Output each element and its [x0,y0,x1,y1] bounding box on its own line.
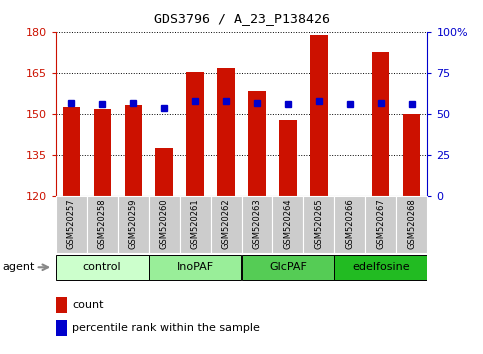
Bar [56,320,67,336]
Text: GSM520264: GSM520264 [284,198,293,249]
Bar [86,196,117,253]
Bar [56,255,149,280]
Text: agent: agent [2,262,35,272]
Bar [62,107,80,196]
Bar [125,104,142,196]
Text: GSM520268: GSM520268 [408,198,416,249]
Text: GSM520260: GSM520260 [159,198,169,249]
Bar [403,114,421,196]
Text: control: control [83,262,121,272]
Bar [248,91,266,196]
Text: count: count [72,300,104,310]
Text: GDS3796 / A_23_P138426: GDS3796 / A_23_P138426 [154,12,329,25]
Text: GSM520259: GSM520259 [128,198,138,249]
Text: GSM520266: GSM520266 [345,198,355,249]
Bar [311,35,327,196]
Text: edelfosine: edelfosine [352,262,410,272]
Bar [56,196,86,253]
Bar [180,196,211,253]
Text: InoPAF: InoPAF [176,262,213,272]
Text: GSM520258: GSM520258 [98,198,107,249]
Bar [242,196,272,253]
Text: GSM520263: GSM520263 [253,198,261,249]
Bar [334,255,427,280]
Bar [117,196,149,253]
Text: GSM520267: GSM520267 [376,198,385,249]
Text: GSM520265: GSM520265 [314,198,324,249]
Bar [303,196,334,253]
Text: GlcPAF: GlcPAF [269,262,307,272]
Bar [94,109,111,196]
Bar [156,148,172,196]
Bar [217,68,235,196]
Bar [149,255,242,280]
Text: GSM520261: GSM520261 [190,198,199,249]
Bar [366,196,397,253]
Bar [211,196,242,253]
Bar [56,297,67,313]
Text: percentile rank within the sample: percentile rank within the sample [72,323,260,333]
Text: GSM520262: GSM520262 [222,198,230,249]
Bar [372,52,389,196]
Bar [186,72,203,196]
Bar [242,255,334,280]
Text: GSM520257: GSM520257 [67,198,75,249]
Bar [397,196,427,253]
Bar [334,196,366,253]
Bar [272,196,303,253]
Bar [280,120,297,196]
Bar [149,196,180,253]
